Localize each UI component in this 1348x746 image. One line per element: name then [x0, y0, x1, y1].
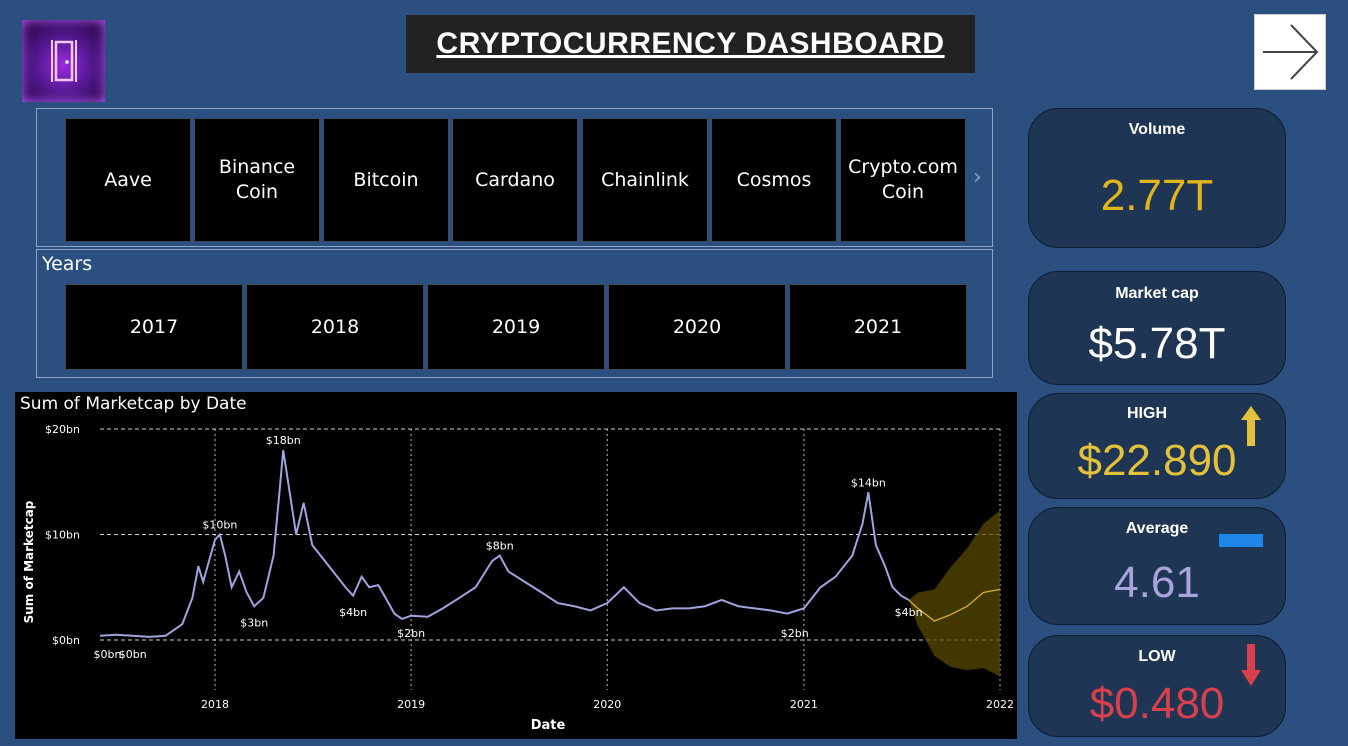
data-label: $14bn — [851, 476, 886, 489]
year-button-2021[interactable]: 2021 — [789, 284, 967, 370]
x-tick-label: 2021 — [790, 698, 818, 711]
y-tick-label: $0bn — [52, 634, 80, 647]
coin-slicer: Aave Binance Coin Bitcoin Cardano Chainl… — [36, 108, 993, 247]
year-button-2019[interactable]: 2019 — [427, 284, 605, 370]
forecast-line — [908, 588, 1001, 622]
low-label: LOW — [1138, 648, 1176, 665]
data-label: $4bn — [895, 606, 923, 619]
market-cap-label: Market cap — [1115, 285, 1199, 302]
data-label: $0bn — [94, 648, 122, 661]
market-cap-value: $5.78T — [1088, 319, 1226, 368]
coin-button-cardano[interactable]: Cardano — [452, 118, 578, 242]
coin-button-chainlink[interactable]: Chainlink — [582, 118, 708, 242]
x-tick-label: 2019 — [397, 698, 425, 711]
low-card: LOW $0.480 — [1028, 635, 1286, 737]
coin-button-binance-coin[interactable]: Binance Coin — [194, 118, 320, 242]
data-label: $8bn — [486, 540, 514, 553]
average-value: 4.61 — [1114, 558, 1200, 607]
volume-card: Volume 2.77T — [1028, 108, 1286, 248]
arrow-up-icon — [1241, 406, 1261, 446]
arrow-right-icon — [1263, 24, 1319, 80]
x-axis-title: Date — [531, 718, 566, 733]
high-label: HIGH — [1127, 405, 1167, 422]
year-button-2018[interactable]: 2018 — [246, 284, 424, 370]
coin-button-aave[interactable]: Aave — [65, 118, 191, 242]
coin-button-bitcoin[interactable]: Bitcoin — [323, 118, 449, 242]
years-slicer: Years 2017 2018 2019 2020 2021 — [36, 249, 993, 378]
average-card: Average 4.61 — [1028, 507, 1286, 625]
y-tick-label: $10bn — [45, 529, 80, 542]
x-tick-label: 2022 — [986, 698, 1014, 711]
data-label: $10bn — [202, 519, 237, 532]
chevron-right-icon[interactable]: › — [973, 165, 982, 190]
logo — [22, 20, 105, 102]
average-label: Average — [1125, 520, 1189, 537]
door-icon — [51, 40, 77, 82]
market-cap-card: Market cap $5.78T — [1028, 271, 1286, 385]
data-label: $2bn — [397, 627, 425, 640]
volume-label: Volume — [1128, 121, 1186, 138]
y-axis-title: Sum of Marketcap — [22, 500, 36, 623]
data-label: $0bn — [119, 648, 147, 661]
chart-plot: $0bn$0bn$10bn$3bn$18bn$4bn$2bn$8bn$2bn$1… — [22, 423, 1014, 733]
data-label: $4bn — [339, 606, 367, 619]
page-title: CRYPTOCURRENCY DASHBOARD — [436, 27, 945, 60]
low-value: $0.480 — [1089, 679, 1225, 728]
data-label: $18bn — [266, 434, 301, 447]
data-label: $3bn — [240, 616, 268, 629]
x-tick-label: 2018 — [201, 698, 229, 711]
data-label: $2bn — [781, 627, 809, 640]
high-value: $22.890 — [1077, 436, 1237, 485]
high-card: HIGH $22.890 — [1028, 393, 1286, 499]
chart-title: Sum of Marketcap by Date — [20, 394, 247, 414]
y-tick-label: $20bn — [45, 423, 80, 436]
next-page-button[interactable] — [1254, 14, 1326, 90]
years-label: Years — [42, 253, 93, 275]
dash-icon — [1219, 534, 1263, 547]
year-button-2017[interactable]: 2017 — [65, 284, 243, 370]
marketcap-chart: Sum of Marketcap by Date $0bn $0bn $10bn $3… — [15, 392, 1017, 739]
dashboard-title-box: CRYPTOCURRENCY DASHBOARD — [406, 15, 975, 73]
forecast-band — [908, 510, 1000, 677]
marketcap-line — [99, 449, 910, 638]
year-button-2020[interactable]: 2020 — [608, 284, 786, 370]
coin-button-cosmos[interactable]: Cosmos — [711, 118, 837, 242]
coin-button-crypto-com-coin[interactable]: Crypto.com Coin — [840, 118, 966, 242]
arrow-down-icon — [1241, 644, 1261, 686]
x-tick-label: 2020 — [593, 698, 621, 711]
volume-value: 2.77T — [1100, 171, 1214, 220]
